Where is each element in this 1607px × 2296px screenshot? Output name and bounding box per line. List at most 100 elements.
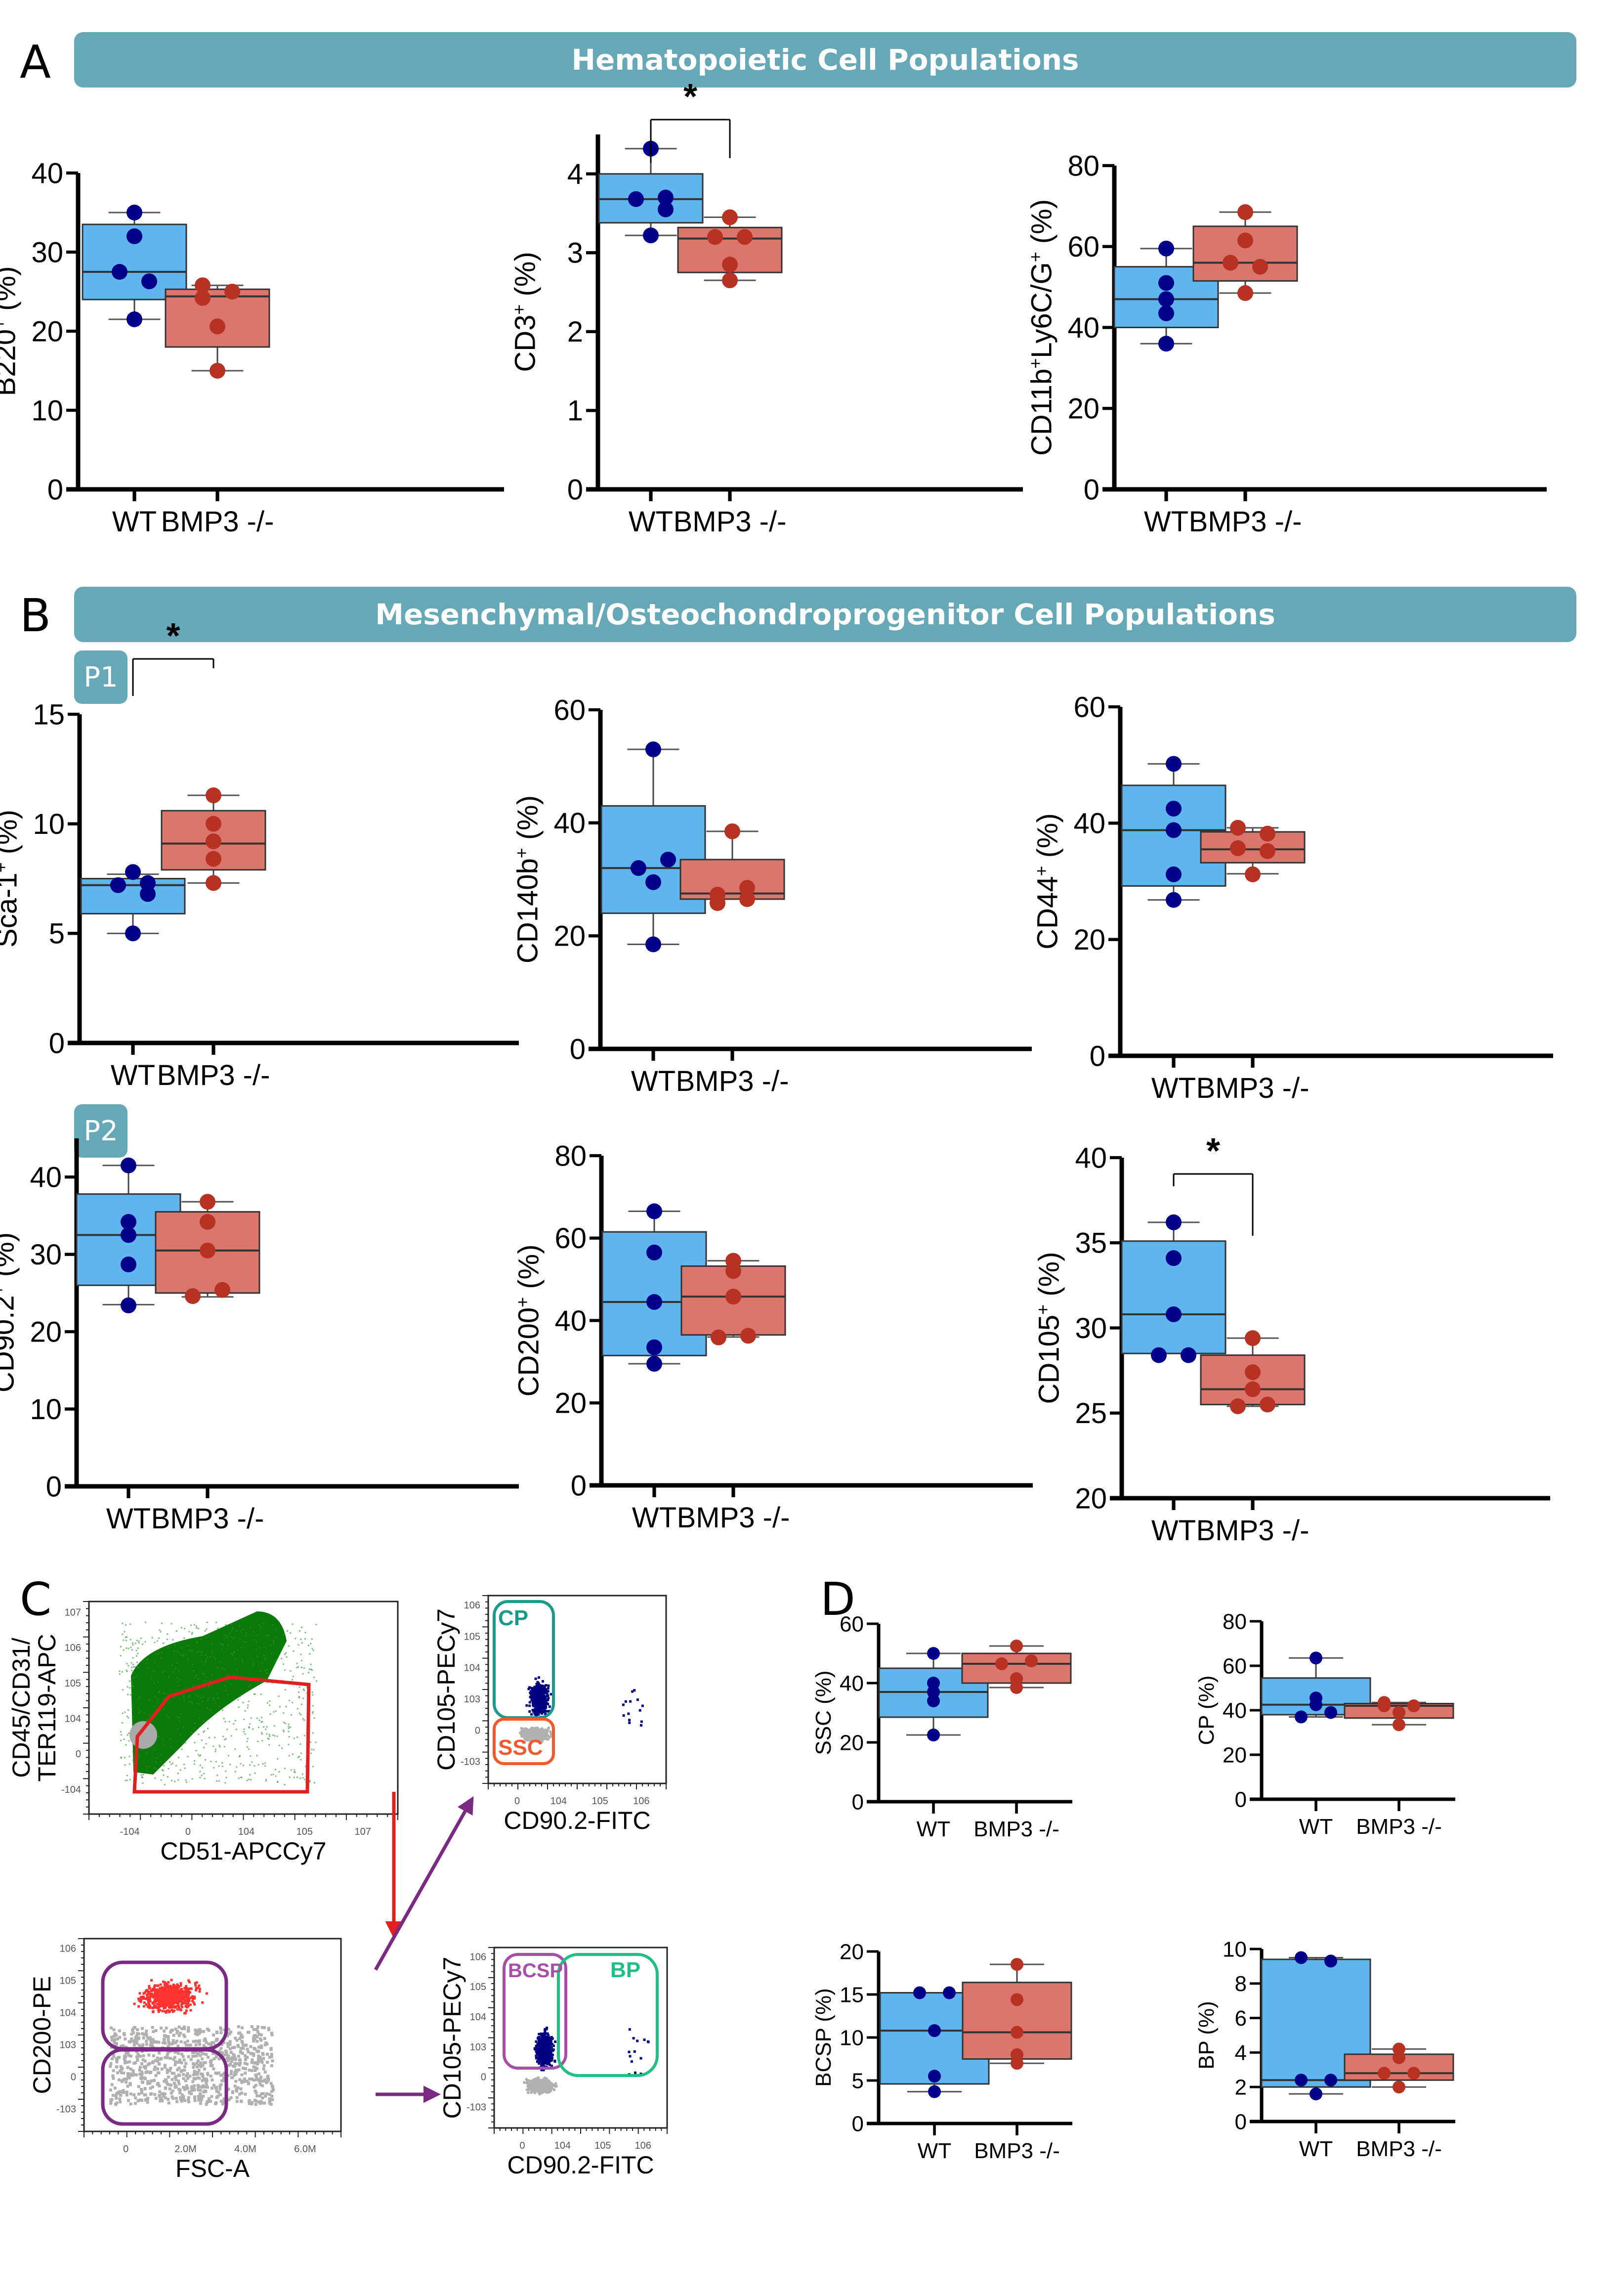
- event-dot: [277, 1758, 279, 1760]
- event-dot: [202, 2084, 205, 2087]
- event-dot: [207, 2042, 211, 2046]
- event-dot: [164, 1981, 167, 1984]
- event-dot: [197, 2069, 201, 2072]
- event-dot: [169, 2029, 173, 2032]
- event-dot: [290, 1726, 292, 1728]
- event-dot: [138, 1992, 141, 1995]
- event-dot: [289, 1776, 291, 1778]
- event-dot: [304, 1766, 306, 1768]
- event-dot: [218, 1705, 220, 1707]
- event-dot: [268, 1738, 270, 1740]
- event-dot: [182, 1655, 184, 1657]
- y-tick-label: 104: [470, 2012, 486, 2023]
- x-tick-label: BMP3 -/-: [157, 1059, 270, 1091]
- event-dot: [183, 1993, 186, 1996]
- x-tick-label: BMP3 -/-: [1356, 2137, 1442, 2161]
- data-point: [631, 860, 646, 876]
- y-tick-label: 104: [65, 1714, 81, 1725]
- event-dot: [142, 2036, 145, 2040]
- data-point: [1158, 275, 1174, 291]
- data-point: [206, 787, 221, 804]
- event-dot: [120, 1731, 122, 1733]
- event-dot: [313, 1676, 315, 1678]
- event-dot: [190, 1649, 192, 1651]
- event-dot: [541, 1680, 544, 1683]
- event-dot: [196, 2073, 199, 2076]
- event-dot: [535, 1687, 538, 1690]
- event-dot: [170, 2004, 173, 2007]
- event-dot: [185, 2084, 188, 2087]
- event-dot: [199, 2095, 202, 2099]
- event-dot: [218, 1744, 220, 1746]
- event-dot: [172, 1671, 174, 1673]
- event-dot: [119, 1670, 121, 1672]
- event-dot: [179, 1769, 181, 1771]
- data-point: [645, 874, 661, 890]
- event-dot: [136, 2099, 140, 2103]
- event-dot: [544, 1701, 547, 1704]
- data-point: [121, 1297, 136, 1313]
- event-dot: [198, 2077, 201, 2080]
- data-point: [1166, 822, 1182, 838]
- event-cloud: [523, 2027, 650, 2096]
- event-dot: [207, 1657, 209, 1659]
- event-dot: [226, 2045, 230, 2048]
- y-tick-label: 105: [464, 1631, 480, 1642]
- event-dot: [263, 1646, 265, 1648]
- y-tick-label: 0: [46, 1471, 62, 1503]
- event-dot: [310, 1752, 312, 1754]
- event-dot: [157, 2009, 160, 2012]
- event-dot: [150, 1993, 153, 1996]
- y-tick-label: 2: [567, 316, 583, 348]
- event-dot: [179, 1984, 182, 1987]
- event-dot: [554, 2040, 557, 2043]
- event-dot: [216, 2094, 220, 2098]
- x-tick-label: BMP3 -/-: [151, 1503, 264, 1535]
- event-dot: [169, 1690, 171, 1692]
- event-dot: [199, 2099, 203, 2102]
- event-dot: [214, 1702, 216, 1704]
- event-dot: [214, 1748, 216, 1750]
- event-dot: [195, 2062, 199, 2065]
- event-dot: [254, 2083, 257, 2087]
- x-tick-label: 106: [633, 1796, 649, 1807]
- event-dot: [301, 1642, 303, 1644]
- event-dot: [296, 1662, 298, 1664]
- event-dot: [127, 1734, 128, 1736]
- event-dot: [290, 1632, 292, 1634]
- event-dot: [541, 1687, 544, 1690]
- event-dot: [127, 2076, 131, 2079]
- event-dot: [222, 2079, 226, 2082]
- event-dot: [199, 2092, 202, 2095]
- event-dot: [244, 1710, 246, 1712]
- event-dot: [157, 2007, 160, 2010]
- event-dot: [132, 1686, 134, 1688]
- event-dot: [132, 1666, 134, 1668]
- event-dot: [256, 2060, 260, 2064]
- event-dot: [216, 1692, 218, 1694]
- event-dot: [167, 1981, 170, 1984]
- event-dot: [238, 1777, 240, 1779]
- event-dot: [153, 2093, 157, 2096]
- event-dot: [523, 2081, 526, 2084]
- event-dot: [534, 1691, 537, 1694]
- event-dot: [159, 1629, 161, 1631]
- event-dot: [254, 2061, 257, 2064]
- event-dot: [223, 1718, 225, 1720]
- event-dot: [170, 1979, 173, 1982]
- event-dot: [135, 2050, 138, 2053]
- event-dot: [153, 2068, 156, 2071]
- event-dot: [545, 2028, 548, 2031]
- event-dot: [202, 2094, 205, 2098]
- event-dot: [258, 2082, 262, 2086]
- event-dot: [247, 2050, 250, 2054]
- event-dot: [162, 2000, 165, 2003]
- event-dot: [126, 1669, 127, 1671]
- event-dot: [163, 2064, 167, 2067]
- event-dot: [288, 1731, 290, 1733]
- event-dot: [241, 2051, 244, 2055]
- data-point: [928, 2024, 941, 2037]
- event-dot: [254, 2091, 258, 2094]
- event-dot: [146, 1993, 149, 1996]
